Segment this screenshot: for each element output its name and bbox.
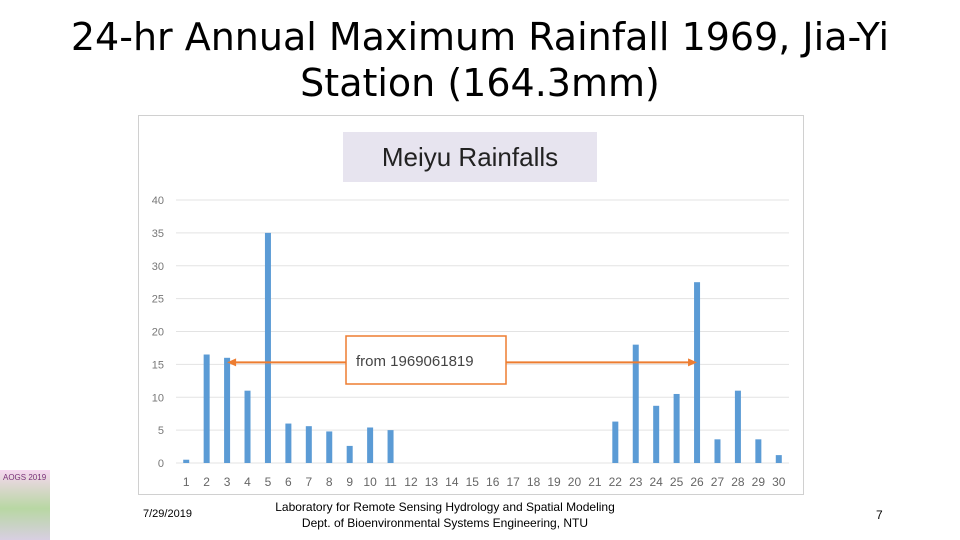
arrow-head-left	[227, 358, 237, 367]
x-tick-label: 5	[265, 475, 272, 489]
x-tick-label: 1	[183, 475, 190, 489]
title-line-1: 24-hr Annual Maximum Rainfall 1969, Jia-…	[70, 15, 890, 59]
bar	[326, 431, 333, 463]
bar	[734, 390, 741, 463]
x-tick-label: 26	[690, 475, 704, 489]
x-tick-label: 7	[305, 475, 312, 489]
bar	[673, 393, 680, 463]
annotation-text: from 1969061819	[356, 353, 474, 370]
x-tick-label: 20	[568, 475, 582, 489]
bar	[183, 459, 190, 463]
x-tick-label: 23	[629, 475, 643, 489]
bar	[264, 232, 271, 463]
arrow-head-right	[688, 358, 698, 367]
footer-lab: Laboratory for Remote Sensing Hydrology …	[250, 499, 640, 531]
y-tick-label: 35	[152, 228, 164, 240]
x-tick-label: 27	[711, 475, 725, 489]
bar	[203, 354, 210, 463]
page-number: 7	[876, 508, 883, 522]
y-tick-label: 20	[152, 327, 164, 339]
footer-lab-line-1: Laboratory for Remote Sensing Hydrology …	[275, 500, 615, 514]
x-tick-label: 6	[285, 475, 292, 489]
y-tick-label: 25	[152, 294, 164, 306]
bar	[346, 445, 353, 463]
y-tick-label: 40	[152, 195, 164, 207]
chart-frame: 0 5 10 15 20 25 30 35 40 1 2 3 4 5 6 7 8 9 10 11 12 13 14 15 16 1…	[138, 115, 804, 495]
x-tick-label: 18	[527, 475, 541, 489]
x-tick-label: 10	[363, 475, 377, 489]
x-tick-label: 9	[346, 475, 353, 489]
x-tick-label: 13	[425, 475, 439, 489]
annotation-box	[345, 335, 507, 385]
bar	[653, 405, 660, 463]
bar	[694, 282, 701, 463]
x-tick-label: 29	[752, 475, 766, 489]
y-tick-label: 15	[152, 359, 164, 371]
x-tick-label: 2	[203, 475, 210, 489]
bar	[612, 421, 619, 463]
x-tick-label: 30	[772, 475, 786, 489]
footer-lab-line-2: Dept. of Bioenvironmental Systems Engine…	[301, 516, 589, 530]
x-tick-label: 17	[506, 475, 520, 489]
x-tick-label: 4	[244, 475, 251, 489]
x-tick-label: 19	[547, 475, 561, 489]
bar	[285, 423, 292, 463]
y-tick-label: 5	[158, 425, 164, 437]
chart-title: Meiyu Rainfalls	[343, 132, 597, 182]
x-tick-label: 12	[404, 475, 418, 489]
logo-text: AOGS 2019	[3, 473, 47, 482]
bar	[755, 439, 762, 463]
x-tick-label: 8	[326, 475, 333, 489]
x-tick-label: 21	[588, 475, 602, 489]
bar	[367, 427, 374, 463]
bar	[244, 390, 251, 463]
x-tick-label: 3	[224, 475, 231, 489]
bar	[775, 455, 782, 463]
bar	[224, 357, 231, 463]
x-tick-label: 28	[731, 475, 745, 489]
conference-logo: AOGS 2019	[0, 470, 50, 540]
bar	[632, 344, 639, 463]
y-tick-label: 10	[152, 392, 164, 404]
x-tick-label: 22	[609, 475, 623, 489]
footer-date: 7/29/2019	[143, 508, 192, 520]
x-tick-label: 24	[650, 475, 664, 489]
title-line-2: Station (164.3mm)	[300, 61, 660, 105]
x-tick-label: 11	[384, 475, 397, 489]
x-tick-label: 25	[670, 475, 684, 489]
y-tick-label: 0	[158, 458, 164, 470]
bar	[387, 430, 394, 463]
x-tick-label: 14	[445, 475, 459, 489]
y-tick-label: 30	[152, 261, 164, 273]
bar	[714, 439, 721, 463]
bar	[305, 426, 312, 463]
x-tick-label: 16	[486, 475, 500, 489]
x-tick-label: 15	[466, 475, 480, 489]
slide-title: 24-hr Annual Maximum Rainfall 1969, Jia-…	[20, 14, 940, 106]
